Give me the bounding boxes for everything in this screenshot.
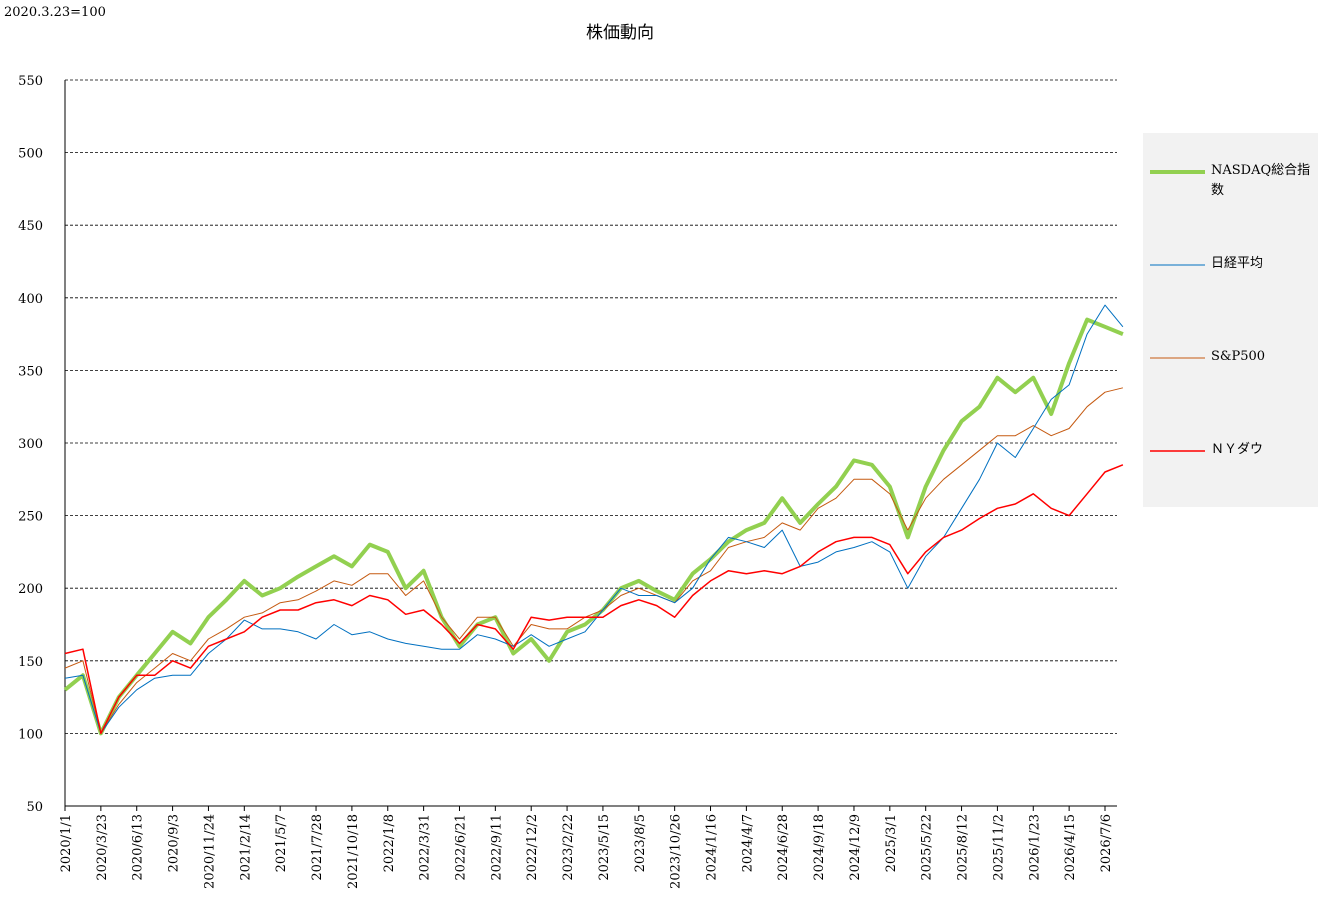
y-tick-label: 300	[18, 437, 43, 452]
y-tick-label: 150	[18, 655, 43, 670]
x-tick-label: 2024/9/18	[812, 814, 827, 881]
x-tick-label: 2023/8/5	[633, 814, 648, 872]
x-tick-label: 2025/3/1	[884, 814, 899, 872]
series-line	[64, 387, 1124, 734]
x-tick-label: 2022/3/31	[418, 814, 433, 881]
series-line	[64, 464, 1124, 735]
x-tick-label: 2026/7/6	[1099, 814, 1114, 872]
legend-label: 日経平均	[1211, 256, 1264, 271]
legend-item: 日経平均	[1150, 254, 1316, 274]
x-tick-label: 2022/6/21	[453, 814, 468, 881]
x-tick-label: 2022/9/11	[489, 814, 504, 881]
y-tick-label: 500	[18, 147, 43, 162]
y-tick-label: 100	[18, 727, 43, 742]
annotation: 2020.3.23=100	[4, 5, 106, 20]
x-tick-label: 2023/10/26	[669, 814, 684, 889]
x-tick-label: 2026/4/15	[1063, 814, 1078, 881]
y-tick-label: 350	[18, 364, 43, 379]
legend-label: S&P500	[1211, 349, 1266, 364]
x-tick-label: 2020/6/13	[131, 814, 146, 881]
y-tick-label: 200	[18, 582, 43, 597]
y-tick-label: 50	[26, 800, 43, 815]
x-tick-label: 2020/11/24	[202, 814, 217, 889]
x-tick-label: 2025/8/12	[956, 814, 971, 881]
x-tick-label: 2020/1/1	[59, 814, 74, 872]
x-tick-label: 2025/11/2	[991, 814, 1006, 881]
x-tick-label: 2020/9/3	[167, 814, 182, 872]
x-tick-label: 2023/5/15	[597, 814, 612, 881]
legend-swatch	[1150, 264, 1205, 266]
x-tick-label: 2021/10/18	[346, 814, 361, 889]
legend-label: NASDAQ総合指数	[1211, 163, 1311, 198]
chart-title: 株価動向	[586, 23, 654, 43]
x-tick-label: 2020/3/23	[95, 814, 110, 881]
legend-item: S&P500	[1150, 347, 1316, 367]
legend-item: NASDAQ総合指数	[1150, 161, 1316, 201]
legend-swatch	[1150, 170, 1205, 174]
x-tick-label: 2022/12/2	[525, 814, 540, 881]
x-tick-label: 2025/5/22	[920, 814, 935, 881]
y-tick-label: 550	[18, 74, 43, 89]
x-tick-label: 2024/1/16	[705, 814, 720, 881]
x-tick-label: 2024/12/9	[848, 814, 863, 881]
x-tick-label: 2024/6/28	[776, 814, 791, 881]
x-tick-label: 2021/2/14	[238, 814, 253, 881]
series-line	[64, 304, 1124, 734]
legend-label: ＮＹダウ	[1211, 442, 1264, 457]
legend-item: ＮＹダウ	[1150, 440, 1316, 460]
x-tick-label: 2021/7/28	[310, 814, 325, 881]
legend-swatch	[1150, 357, 1205, 359]
legend-swatch	[1150, 450, 1205, 452]
x-tick-label: 2024/4/7	[740, 814, 755, 872]
y-tick-label: 400	[18, 292, 43, 307]
legend: NASDAQ総合指数日経平均 S&P500 ＮＹダウ	[1143, 133, 1318, 507]
x-tick-label: 2021/5/7	[274, 814, 289, 872]
y-tick-label: 450	[18, 219, 43, 234]
series-line	[63, 317, 1124, 736]
x-tick-label: 2022/1/8	[382, 814, 397, 872]
x-tick-label: 2023/2/22	[561, 814, 576, 881]
x-tick-label: 2026/1/23	[1027, 814, 1042, 881]
y-tick-label: 250	[18, 510, 43, 525]
